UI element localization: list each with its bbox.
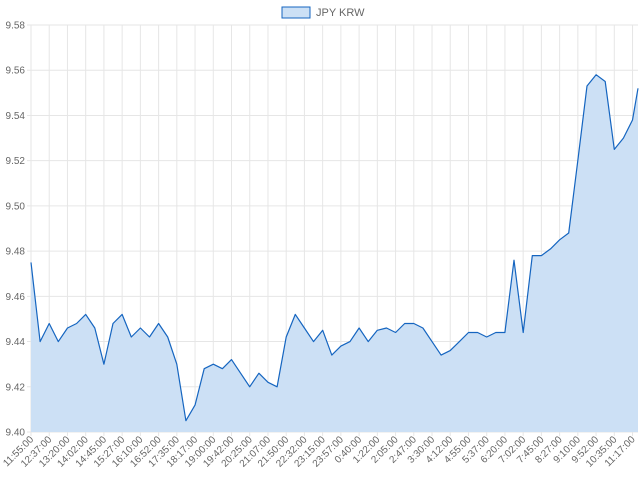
data-point[interactable] bbox=[439, 353, 443, 357]
series-area bbox=[29, 73, 640, 432]
data-point[interactable] bbox=[530, 254, 534, 258]
data-point[interactable] bbox=[38, 340, 42, 344]
data-point[interactable] bbox=[147, 335, 151, 339]
data-point[interactable] bbox=[138, 326, 142, 330]
data-point[interactable] bbox=[202, 367, 206, 371]
data-point[interactable] bbox=[248, 385, 252, 389]
data-point[interactable] bbox=[65, 326, 69, 330]
data-point[interactable] bbox=[284, 335, 288, 339]
data-point[interactable] bbox=[494, 331, 498, 335]
series-line bbox=[30, 74, 639, 422]
data-point[interactable] bbox=[56, 340, 60, 344]
y-tick-label: 9.48 bbox=[6, 247, 26, 258]
data-point[interactable] bbox=[302, 326, 306, 330]
data-point[interactable] bbox=[266, 380, 270, 384]
data-point[interactable] bbox=[193, 403, 197, 407]
data-point[interactable] bbox=[184, 419, 188, 423]
data-point[interactable] bbox=[220, 367, 224, 371]
data-point[interactable] bbox=[466, 331, 470, 335]
data-point[interactable] bbox=[366, 340, 370, 344]
y-tick-label: 9.50 bbox=[6, 201, 26, 212]
y-tick-label: 9.58 bbox=[6, 21, 26, 32]
data-point[interactable] bbox=[175, 362, 179, 366]
data-point[interactable] bbox=[375, 328, 379, 332]
x-axis: 11:55:0012:37:0013:20:0014:02:0014:45:00… bbox=[1, 434, 638, 470]
data-point[interactable] bbox=[357, 326, 361, 330]
y-tick-label: 9.44 bbox=[6, 337, 26, 348]
data-point[interactable] bbox=[594, 73, 598, 77]
data-point[interactable] bbox=[275, 385, 279, 389]
data-point[interactable] bbox=[321, 328, 325, 332]
data-point[interactable] bbox=[230, 358, 234, 362]
data-point[interactable] bbox=[403, 321, 407, 325]
y-tick-label: 9.40 bbox=[6, 428, 26, 439]
y-tick-label: 9.54 bbox=[6, 111, 26, 122]
data-point[interactable] bbox=[47, 321, 51, 325]
data-point[interactable] bbox=[521, 331, 525, 335]
data-point[interactable] bbox=[239, 371, 243, 375]
legend-swatch[interactable] bbox=[281, 6, 311, 19]
data-point[interactable] bbox=[448, 349, 452, 353]
data-point[interactable] bbox=[102, 362, 106, 366]
data-point[interactable] bbox=[549, 247, 553, 251]
data-point[interactable] bbox=[585, 84, 589, 88]
data-point[interactable] bbox=[312, 340, 316, 344]
y-tick-label: 9.42 bbox=[6, 382, 26, 393]
data-point[interactable] bbox=[339, 344, 343, 348]
data-point[interactable] bbox=[457, 340, 461, 344]
data-point[interactable] bbox=[384, 326, 388, 330]
data-point[interactable] bbox=[166, 335, 170, 339]
data-point[interactable] bbox=[558, 238, 562, 242]
data-point[interactable] bbox=[485, 335, 489, 339]
data-point[interactable] bbox=[394, 331, 398, 335]
data-point[interactable] bbox=[567, 231, 571, 235]
legend[interactable]: JPY KRW bbox=[281, 6, 365, 19]
y-tick-label: 9.52 bbox=[6, 156, 26, 167]
y-axis: 9.40 9.42 9.44 9.46 9.48 9.50 9.52 9.54 9.56 9.58 bbox=[6, 21, 26, 439]
data-point[interactable] bbox=[211, 362, 215, 366]
data-point[interactable] bbox=[75, 321, 79, 325]
data-point[interactable] bbox=[539, 254, 543, 258]
data-point[interactable] bbox=[129, 335, 133, 339]
y-tick-label: 9.46 bbox=[6, 292, 26, 303]
data-point[interactable] bbox=[29, 260, 33, 264]
legend-label[interactable]: JPY KRW bbox=[316, 7, 365, 19]
data-point[interactable] bbox=[157, 321, 161, 325]
data-point[interactable] bbox=[612, 147, 616, 151]
data-point[interactable] bbox=[430, 340, 434, 344]
data-point[interactable] bbox=[257, 371, 261, 375]
data-point[interactable] bbox=[293, 312, 297, 316]
data-point[interactable] bbox=[120, 312, 124, 316]
series-area-fill bbox=[31, 74, 638, 432]
data-point[interactable] bbox=[330, 353, 334, 357]
data-point[interactable] bbox=[621, 136, 625, 140]
data-point[interactable] bbox=[348, 340, 352, 344]
y-tick-label: 9.56 bbox=[6, 66, 26, 77]
data-point[interactable] bbox=[421, 326, 425, 330]
data-point[interactable] bbox=[84, 312, 88, 316]
data-point[interactable] bbox=[631, 118, 635, 122]
data-point[interactable] bbox=[93, 326, 97, 330]
data-point[interactable] bbox=[111, 321, 115, 325]
data-point[interactable] bbox=[636, 86, 640, 90]
data-point[interactable] bbox=[503, 331, 507, 335]
data-point[interactable] bbox=[512, 258, 516, 262]
data-point[interactable] bbox=[476, 331, 480, 335]
data-point[interactable] bbox=[603, 80, 607, 84]
data-point[interactable] bbox=[412, 321, 416, 325]
data-point[interactable] bbox=[576, 159, 580, 163]
